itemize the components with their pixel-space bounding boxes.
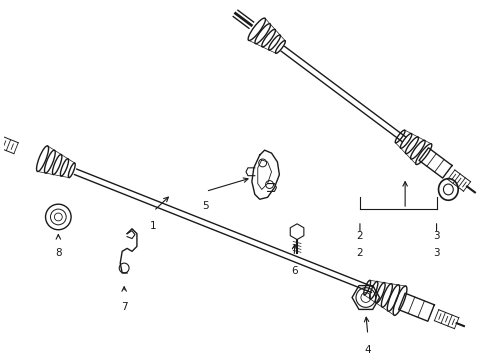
Text: 4: 4: [364, 345, 370, 355]
Text: 7: 7: [121, 302, 127, 312]
Text: 2: 2: [356, 231, 363, 241]
Text: 1: 1: [150, 221, 157, 231]
Text: 3: 3: [432, 231, 439, 241]
Text: 2: 2: [356, 248, 363, 258]
Text: 8: 8: [55, 248, 61, 258]
Text: 6: 6: [290, 266, 297, 276]
Text: 3: 3: [432, 248, 439, 258]
Text: 5: 5: [202, 201, 208, 211]
